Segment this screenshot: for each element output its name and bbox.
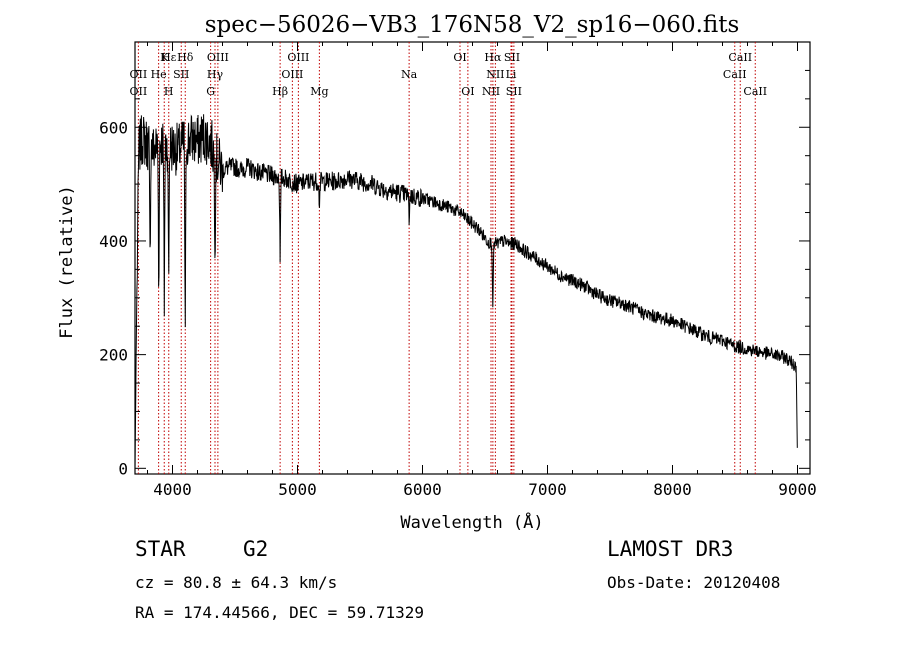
spectral-line-label: OIII (287, 51, 309, 64)
object-class: STAR (135, 537, 186, 561)
spectral-line-label: OII (130, 85, 148, 98)
spectral-line-label: CaII (743, 85, 767, 98)
x-tick-label: 9000 (778, 480, 817, 499)
redshift-velocity: cz = 80.8 ± 64.3 km/s (135, 573, 338, 592)
spectrum-series-line (134, 114, 798, 469)
x-tick-label: 4000 (153, 480, 192, 499)
plot-frame (134, 41, 811, 475)
spectral-line-label: Hα (484, 51, 502, 64)
x-axis-label: Wavelength (Å) (400, 511, 543, 533)
y-tick-label: 0 (118, 459, 128, 478)
spectral-line-label: Li (506, 68, 517, 81)
spectral-line-markers (137, 42, 756, 474)
spectral-line-label: OIII (281, 68, 303, 81)
x-tick-label: 8000 (653, 480, 692, 499)
spectral-line-label: G (206, 85, 215, 98)
y-axis-label: Flux (relative) (57, 185, 77, 339)
spectral-line-label: NII (486, 68, 504, 81)
x-tick-label: 7000 (528, 480, 567, 499)
object-subclass: G2 (243, 537, 269, 561)
spectral-line-label: Hβ (272, 85, 288, 98)
spectral-line-label: NII (482, 85, 500, 98)
spectral-line-label: OII (130, 68, 148, 81)
spectral-line-label: Hε (161, 51, 177, 64)
spectral-line-label: Na (401, 68, 418, 81)
x-tick-label: 6000 (403, 480, 442, 499)
spectral-line-label: H (164, 85, 174, 98)
spectral-line-label: SII (506, 85, 522, 98)
axis-ticks: 4000 5000 6000 7000 8000 9000 0 200 400 600 (99, 42, 817, 499)
spectral-line-label: Hγ (207, 68, 224, 81)
spectral-line-label: CaII (723, 68, 747, 81)
spectral-line-label: He (151, 68, 167, 81)
coordinates: RA = 174.44566, DEC = 59.71329 (135, 603, 424, 622)
observation-date: Obs-Date: 20120408 (607, 573, 781, 592)
chart-title: spec−56026−VB3_176N58_V2_sp16−060.fits (205, 12, 740, 38)
y-tick-label: 400 (99, 232, 128, 251)
spectral-line-label: Mg (310, 85, 328, 98)
y-tick-label: 600 (99, 118, 128, 137)
spectral-line-label: OI (453, 51, 466, 64)
x-tick-label: 5000 (278, 480, 317, 499)
spectral-line-label: OIII (207, 51, 229, 64)
spectral-line-label: OI (461, 85, 474, 98)
spectral-line-label: K (160, 51, 169, 64)
spectral-line-label: CaII (728, 51, 752, 64)
spectral-line-label: SII (173, 68, 189, 81)
y-tick-label: 200 (99, 346, 128, 365)
survey-name: LAMOST DR3 (607, 537, 734, 561)
spectral-line-label: Hδ (177, 51, 194, 64)
spectral-line-label: SII (504, 51, 520, 64)
